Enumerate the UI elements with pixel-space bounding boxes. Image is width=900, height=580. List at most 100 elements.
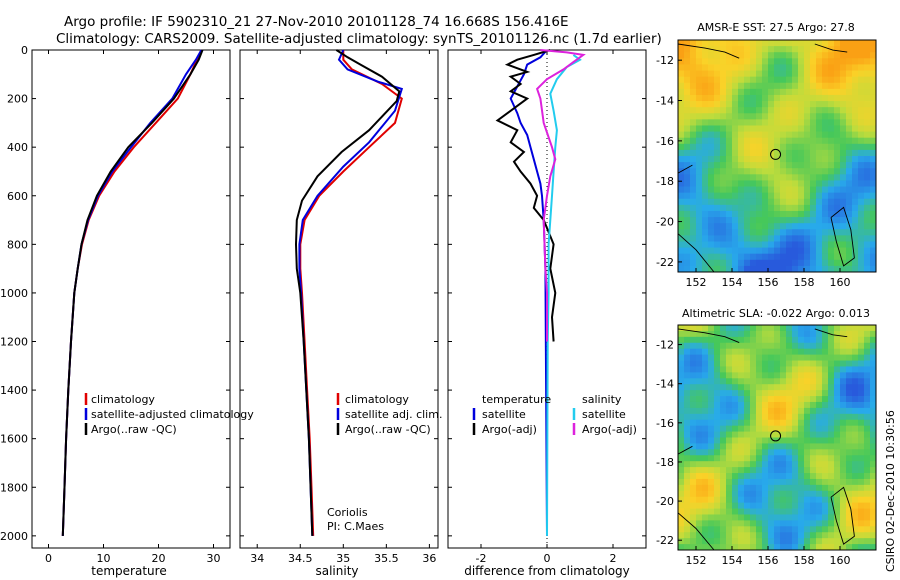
map-cell <box>732 70 739 78</box>
map-cell <box>858 113 865 120</box>
map-cell <box>798 544 805 551</box>
map-cell <box>786 180 793 187</box>
map-cell <box>750 143 757 151</box>
map-cell <box>762 70 769 78</box>
map-cell <box>696 532 703 539</box>
map-cell <box>690 508 697 515</box>
map-cell <box>720 210 727 218</box>
map-cell <box>792 461 799 468</box>
map-cell <box>678 58 685 65</box>
map-cell <box>768 325 775 332</box>
map-cell <box>696 137 703 145</box>
map-cell <box>870 210 877 218</box>
map-cell <box>684 82 691 90</box>
map-cell <box>714 407 721 415</box>
map-cell <box>768 70 775 78</box>
map-cell <box>756 443 763 450</box>
map-cell <box>816 502 823 509</box>
map-cell <box>732 342 739 350</box>
map-cell <box>732 58 739 65</box>
map-cell <box>810 366 817 373</box>
map-cell <box>840 143 847 151</box>
map-cell <box>756 336 763 344</box>
map-cell <box>678 544 685 551</box>
map-cell <box>870 149 877 157</box>
map-cell <box>810 502 817 509</box>
map-cell <box>720 94 727 102</box>
map-cell <box>702 378 709 385</box>
map-cell <box>798 198 805 206</box>
map-cell <box>864 502 871 509</box>
map-cell <box>852 168 859 175</box>
map-cell <box>828 88 835 96</box>
map-cell <box>750 473 757 480</box>
map-cell <box>870 330 877 338</box>
series-line-clim <box>299 50 403 536</box>
map-cell <box>840 119 847 126</box>
map-cell <box>684 514 691 521</box>
map-cell <box>786 46 793 53</box>
map-cell <box>774 425 781 432</box>
map-cell <box>792 496 799 504</box>
y-tick-label: 200 <box>7 93 28 106</box>
map-cell <box>780 265 787 273</box>
map-cell <box>726 58 733 65</box>
map-cell <box>690 372 697 379</box>
map-cell <box>702 174 709 181</box>
map-cell <box>834 384 841 391</box>
series-line-clim <box>61 49 203 536</box>
map-cell <box>864 204 871 212</box>
map-cell <box>870 360 877 367</box>
map-cell <box>792 204 799 212</box>
map-cell <box>762 366 769 373</box>
map-cell <box>768 217 775 224</box>
map-cell <box>834 396 841 403</box>
map-cell <box>834 330 841 338</box>
map-cell <box>708 431 715 438</box>
map-cell <box>714 508 721 515</box>
map-cell <box>708 131 715 139</box>
map-cell <box>822 82 829 90</box>
y-tick-label: 400 <box>7 141 28 154</box>
map-cell <box>822 532 829 539</box>
map-cell <box>738 390 745 397</box>
map-cell <box>870 544 877 551</box>
map-cell <box>732 478 739 486</box>
map-cell <box>750 396 757 403</box>
map-cell <box>822 64 829 71</box>
legend-label-sal-argo: Argo(-adj) <box>582 423 637 436</box>
map-cell <box>762 156 769 163</box>
map-cell <box>744 325 751 332</box>
map-cell <box>744 52 751 59</box>
map-cell <box>846 508 853 515</box>
map-cell <box>732 52 739 59</box>
map-cell <box>708 253 715 261</box>
map-cell <box>756 46 763 53</box>
map-cell <box>870 107 877 114</box>
map-cell <box>822 76 829 84</box>
map-cell <box>768 544 775 551</box>
map-cell <box>822 162 829 169</box>
map-cell <box>702 532 709 539</box>
map-cell <box>810 419 817 427</box>
map-cell <box>762 538 769 545</box>
map-cell <box>678 455 685 462</box>
map-cell <box>864 82 871 90</box>
map-cell <box>828 137 835 145</box>
map-cell <box>684 107 691 114</box>
map-cell <box>762 354 769 361</box>
map-cell <box>696 390 703 397</box>
map-cell <box>732 210 739 218</box>
map-cell <box>822 449 829 456</box>
map-cell <box>678 217 685 224</box>
map-cell <box>816 52 823 59</box>
map-cell <box>840 467 847 474</box>
map-cell <box>852 366 859 373</box>
map-cell <box>840 82 847 90</box>
map-cell <box>816 107 823 114</box>
map-cell <box>684 478 691 486</box>
map-cell <box>762 137 769 145</box>
map-cell <box>684 449 691 456</box>
map-cell <box>762 52 769 59</box>
map-cell <box>780 443 787 450</box>
